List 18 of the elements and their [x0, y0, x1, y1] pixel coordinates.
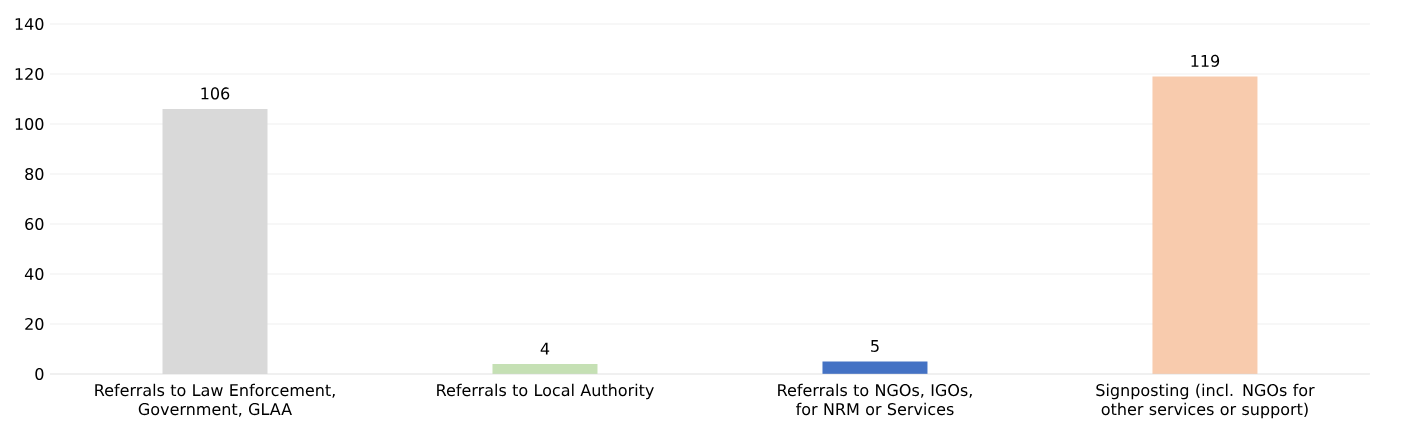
data-label: 106	[201, 87, 230, 100]
y-tick-label: 40	[24, 267, 44, 281]
y-tick-label: 140	[15, 17, 44, 31]
y-tick-label: 120	[15, 67, 44, 81]
bar	[492, 364, 598, 374]
y-tick-label: 80	[25, 167, 44, 181]
x-tick-label: Referrals to NGOs, IGOs, for NRM or Services	[778, 383, 972, 416]
data-label: 4	[540, 342, 550, 355]
y-tick-label: 0	[35, 367, 44, 381]
bar	[1152, 76, 1258, 374]
y-tick-label: 60	[25, 217, 44, 231]
y-tick-label: 100	[15, 117, 44, 131]
y-tick-label: 20	[25, 317, 44, 331]
x-tick-label: Referrals to Local Authority	[437, 383, 654, 400]
x-tick-label: Signposting (incl. NGOs for other services or support)	[1096, 383, 1315, 419]
data-label: 119	[1191, 54, 1220, 67]
data-label: 5	[871, 340, 879, 352]
x-tick-label: Referrals to Law Enforcement, Government, GLAA	[95, 383, 335, 417]
